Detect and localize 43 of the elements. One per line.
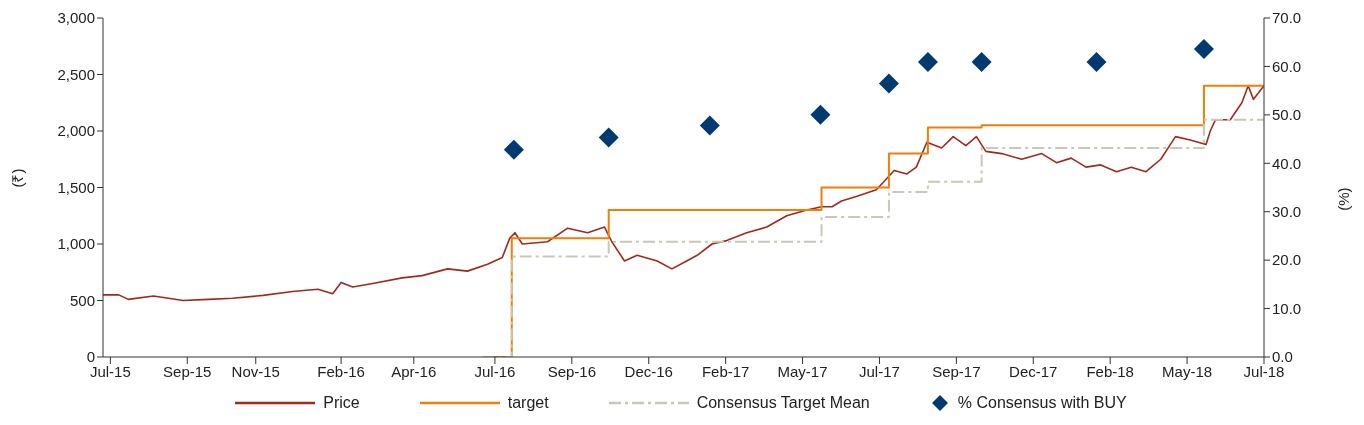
line-series <box>103 85 1264 302</box>
x-tick-label: Dec-17 <box>1009 362 1058 380</box>
point <box>878 73 899 94</box>
point <box>1193 38 1214 59</box>
y-tick-label: 500 <box>69 291 95 309</box>
x-tick-label: Feb-17 <box>701 362 750 380</box>
x-tick-label: Jul-17 <box>859 362 900 380</box>
point <box>598 127 619 148</box>
y-axis-title: (₹) <box>9 168 27 188</box>
y-tick-label: 3,000 <box>57 9 95 27</box>
legend-label: Price <box>323 394 360 412</box>
y2-tick-label: 10.0 <box>1272 299 1302 317</box>
y2-axis-title: (%) <box>1335 187 1353 211</box>
y-tick-label: 2,000 <box>57 122 95 140</box>
legend-label: % Consensus with BUY <box>957 394 1127 412</box>
x-tick-label: May-18 <box>1162 362 1213 380</box>
point <box>971 52 992 73</box>
x-tick-label: Jul-16 <box>474 362 516 380</box>
y2-tick-label: 40.0 <box>1272 154 1302 172</box>
y2-tick-label: 30.0 <box>1272 203 1302 221</box>
point <box>917 52 938 73</box>
legend-label: Consensus Target Mean <box>696 394 870 412</box>
x-tick-label: Sep-16 <box>547 362 597 380</box>
point <box>810 104 831 125</box>
y-tick-label: 1,000 <box>57 235 95 253</box>
point <box>699 115 720 136</box>
x-tick-label: Feb-16 <box>317 362 365 380</box>
y2-tick-label: 60.0 <box>1272 57 1302 75</box>
x-tick-label: Sep-15 <box>163 362 212 380</box>
x-tick-label: May-17 <box>777 362 828 380</box>
x-tick-label: Sep-17 <box>932 362 981 380</box>
y-tick-label: 2,500 <box>57 65 95 83</box>
point <box>1086 52 1107 73</box>
x-tick-label: Dec-16 <box>624 362 673 380</box>
y2-tick-label: 50.0 <box>1272 106 1302 124</box>
point <box>503 139 524 160</box>
legend-label: target <box>507 394 549 412</box>
x-tick-label: Apr-16 <box>391 362 437 380</box>
x-tick-label: Feb-18 <box>1086 362 1134 380</box>
y2-tick-label: 70.0 <box>1272 9 1302 27</box>
y2-tick-label: 20.0 <box>1272 251 1302 269</box>
y-tick-label: 1,500 <box>57 178 95 196</box>
x-tick-label: Nov-15 <box>231 362 280 380</box>
